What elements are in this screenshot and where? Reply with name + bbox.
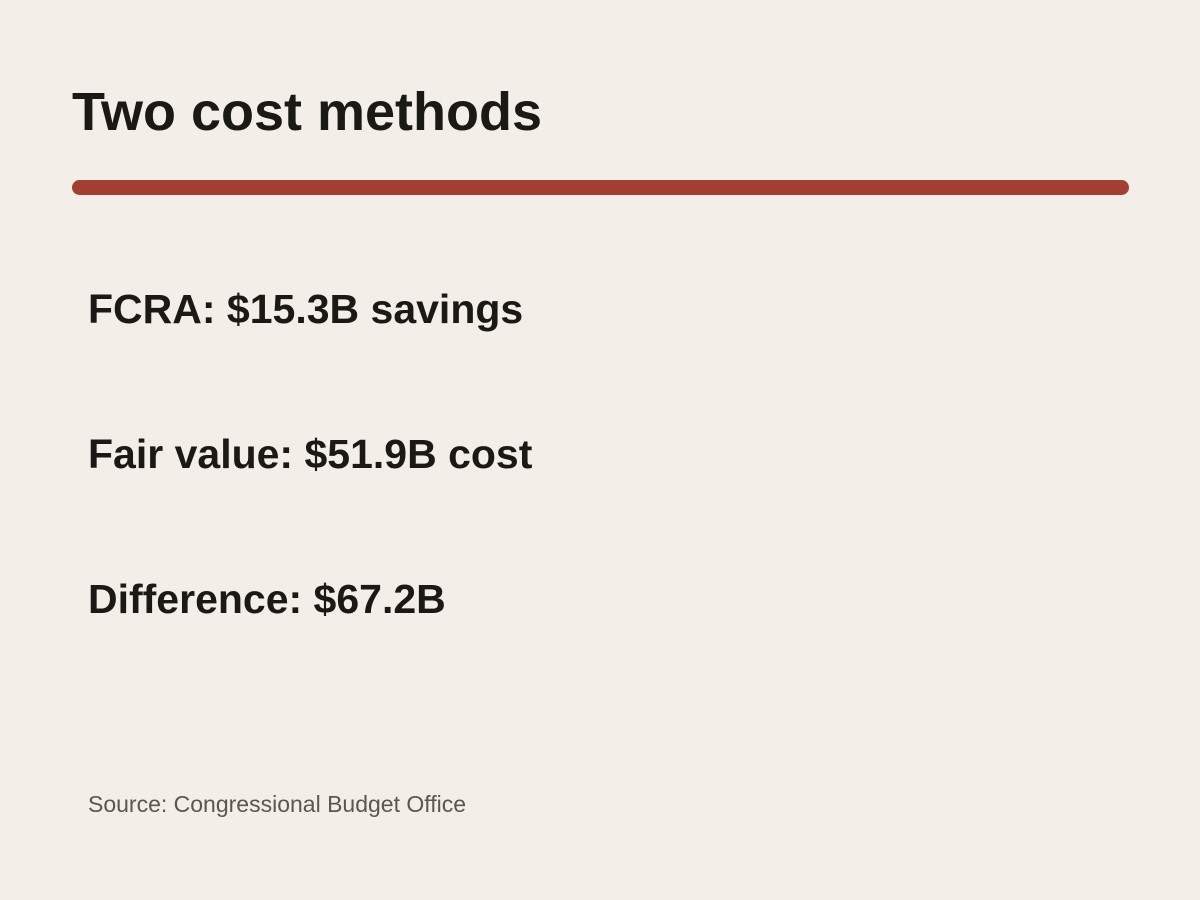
point-fair-value: Fair value: $51.9B cost [88,431,533,477]
slide-title: Two cost methods [72,82,543,142]
accent-rule [72,180,1129,195]
point-fcra: FCRA: $15.3B savings [88,286,524,332]
point-difference: Difference: $67.2B [88,576,446,622]
source-note: Source: Congressional Budget Office [88,791,467,817]
